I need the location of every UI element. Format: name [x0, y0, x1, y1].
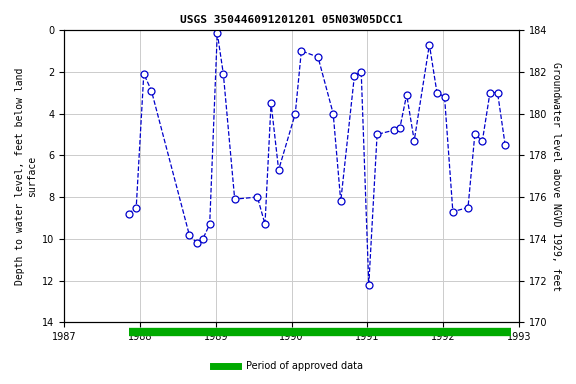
- Y-axis label: Depth to water level, feet below land
surface: Depth to water level, feet below land su…: [15, 68, 37, 285]
- Y-axis label: Groundwater level above NGVD 1929, feet: Groundwater level above NGVD 1929, feet: [551, 61, 561, 291]
- Title: USGS 350446091201201 05N03W05DCC1: USGS 350446091201201 05N03W05DCC1: [180, 15, 403, 25]
- Legend: Period of approved data: Period of approved data: [210, 358, 366, 375]
